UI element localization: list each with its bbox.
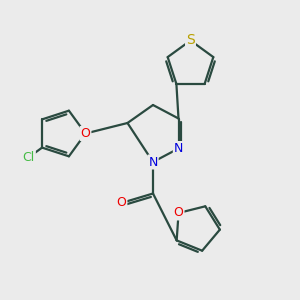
Text: S: S xyxy=(186,34,195,47)
Text: Cl: Cl xyxy=(22,151,35,164)
Text: N: N xyxy=(148,155,158,169)
Text: O: O xyxy=(117,196,126,209)
Text: N: N xyxy=(174,142,183,155)
Text: O: O xyxy=(81,127,90,140)
Text: O: O xyxy=(174,206,184,220)
